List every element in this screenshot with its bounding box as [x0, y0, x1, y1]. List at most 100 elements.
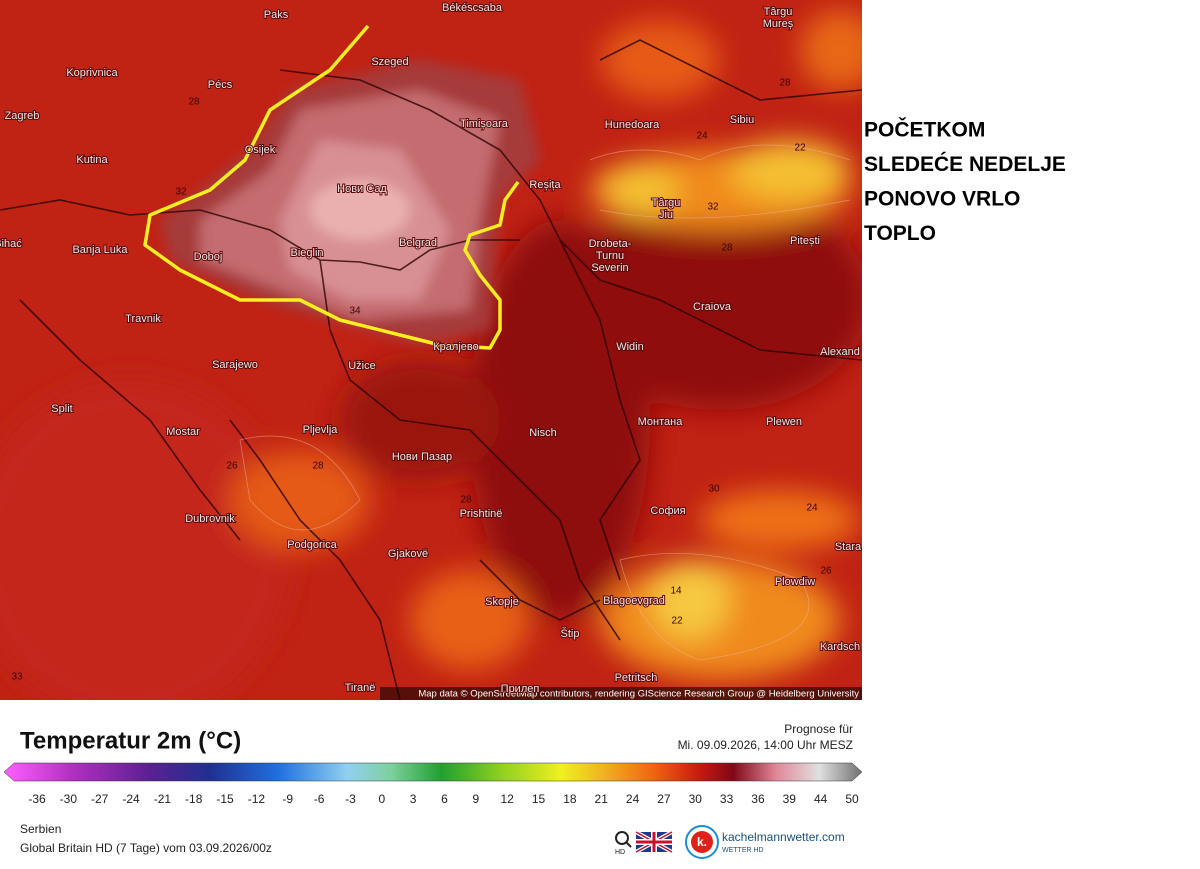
city-label: Banja Luka	[72, 244, 128, 256]
search-icon[interactable]: HD	[615, 831, 632, 856]
legend-tick-label: 15	[532, 792, 546, 806]
color-bar	[3, 762, 863, 782]
city-label: Монтана	[638, 416, 684, 428]
city-label: Sarajewo	[212, 359, 258, 371]
legend-ticks: -36 -30 -27 -24 -21 -18 -15 -12 -9 -6 -3 0 3 6 9 12 15 18…	[28, 792, 859, 806]
city-label: Plewen	[766, 416, 802, 428]
contour-label: 32	[707, 202, 719, 213]
city-label: Koprivnica	[66, 67, 118, 79]
legend-tick-label: -30	[60, 792, 78, 806]
footer-region: Serbien	[20, 822, 61, 836]
city-label: Štip	[561, 627, 580, 640]
contour-label: 24	[696, 131, 708, 142]
forecast-time: Mi. 09.09.2026, 14:00 Uhr MESZ	[678, 738, 853, 752]
contour-label: 14	[670, 586, 682, 597]
attribution: Map data © OpenStreetMap contributors, r…	[418, 689, 859, 700]
contour-label: 30	[708, 484, 720, 495]
city-label: Nisch	[529, 427, 557, 439]
city-label: Paks	[264, 9, 289, 21]
city-label: Târgu	[652, 197, 681, 209]
brand-sub: WETTER HD	[722, 847, 764, 854]
contour-labels: 28 32 34 28 24 22 32 28 26 28 28 30 24 26 22 14 33	[11, 78, 832, 683]
legend-tick-label: -15	[216, 792, 234, 806]
city-label: Travnik	[125, 313, 161, 325]
city-label: Szeged	[371, 56, 408, 68]
city-label: Нови Пазар	[392, 451, 452, 463]
legend-tick-label: -36	[28, 792, 46, 806]
contour-label: 22	[671, 616, 683, 627]
city-label: Нови Сад	[337, 183, 387, 195]
legend-tick-label: 0	[378, 792, 385, 806]
contour-label: 32	[175, 187, 187, 198]
legend-tick-label: -6	[314, 792, 325, 806]
city-label: Bihać	[0, 238, 22, 250]
brand-logo[interactable]: k. kachelmannwetter.com WETTER HD	[685, 825, 845, 859]
city-label: Tiranë	[345, 682, 376, 694]
legend-tick-label: 33	[720, 792, 734, 806]
city-label: Doboj	[194, 251, 223, 263]
city-label: Podgorica	[287, 539, 337, 551]
legend-tick-label: 3	[410, 792, 417, 806]
city-label: Užice	[348, 360, 376, 372]
legend-tick-label: 18	[563, 792, 577, 806]
legend-tick-label: -3	[345, 792, 356, 806]
legend-tick-label: 30	[689, 792, 703, 806]
city-label: Drobeta-	[589, 238, 632, 250]
contour-label: 26	[820, 566, 832, 577]
contour-label: 22	[794, 143, 806, 154]
logo-mark: k.	[697, 835, 707, 849]
city-label: Gjakovë	[388, 548, 428, 560]
contour-label: 28	[721, 243, 733, 254]
footer-model: Global Britain HD (7 Tage) vom 03.09.202…	[20, 841, 272, 855]
city-label: Kardsch	[820, 641, 860, 653]
legend-tick-label: 36	[751, 792, 765, 806]
city-label: Pljevlja	[303, 424, 339, 436]
legend-tick-label: 21	[595, 792, 609, 806]
city-label: Belgrad	[399, 237, 437, 249]
contour-label: 34	[349, 306, 361, 317]
legend-tick-label: -12	[248, 792, 266, 806]
forecast-label: Prognose für	[784, 722, 853, 736]
legend-tick-label: 27	[657, 792, 671, 806]
city-label: Прилеп	[501, 683, 540, 695]
contour-label: 28	[188, 97, 200, 108]
legend-title: Temperatur 2m (°C)	[20, 727, 241, 754]
city-label: Skopje	[485, 596, 519, 608]
city-label: Кралјево	[433, 341, 478, 353]
city-label: Reșița	[529, 179, 561, 191]
city-label: Widin	[616, 341, 644, 353]
legend-tick-label: -24	[122, 792, 140, 806]
legend-tick-label: -27	[91, 792, 109, 806]
legend-tick-label: 24	[626, 792, 640, 806]
city-label: Kutina	[76, 154, 108, 166]
city-label: Zagreb	[5, 110, 40, 122]
city-label: Craiova	[693, 301, 732, 313]
city-label: Bieglin	[290, 247, 323, 259]
city-label: Plowdiw	[775, 576, 815, 588]
city-label: Pitești	[790, 235, 820, 247]
city-label: Mostar	[166, 426, 200, 438]
contour-label: 28	[460, 495, 472, 506]
legend-tick-label: 50	[845, 792, 859, 806]
city-label: Jiu	[659, 209, 673, 221]
city-label: Stara	[835, 541, 862, 553]
uk-flag[interactable]	[635, 830, 673, 854]
legend-tick-label: 39	[783, 792, 797, 806]
city-label: Severin	[591, 262, 628, 274]
contour-label: 33	[11, 672, 23, 683]
city-label: Petritsch	[615, 672, 658, 684]
city-label: Sibiu	[730, 114, 754, 126]
contour-label: 28	[312, 461, 324, 472]
city-label: Mureș	[763, 18, 794, 30]
city-label: Prishtinë	[460, 508, 503, 520]
legend-tick-label: -18	[185, 792, 203, 806]
map: Map data © OpenStreetMap contributors, r…	[0, 0, 862, 700]
legend-tick-label: -9	[282, 792, 293, 806]
city-label: Hunedoara	[605, 119, 660, 131]
legend-tick-label: 12	[501, 792, 515, 806]
annotation-line: PONOVO VRLO	[864, 188, 1020, 211]
city-label: Pécs	[208, 79, 233, 91]
legend-tick-label: -21	[154, 792, 172, 806]
